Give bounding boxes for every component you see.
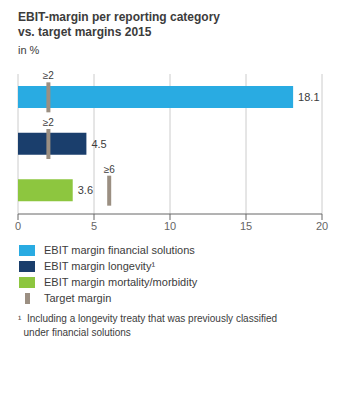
html-text:vs. target margins 2015: vs. target margins 2015: [18, 25, 152, 39]
svg-text:10: 10: [164, 220, 176, 232]
svg-text:5: 5: [91, 220, 97, 232]
svg-text:≥2: ≥2: [43, 70, 54, 81]
svg-text:3.6: 3.6: [78, 184, 93, 196]
svg-text:0: 0: [15, 220, 21, 232]
html-text:EBIT margin mortality/morbidit: EBIT margin mortality/morbidity: [44, 276, 198, 288]
svg-text:15: 15: [240, 220, 252, 232]
html-text:Target margin: Target margin: [44, 292, 112, 304]
html-text:in %: in %: [18, 44, 40, 56]
html-text:¹ Including a longevity treaty: ¹ Including a longevity treaty that was …: [18, 313, 277, 338]
svg-text:4.5: 4.5: [91, 138, 106, 150]
svg-text:≥6: ≥6: [104, 164, 115, 175]
html-text:EBIT margin financial solution: EBIT margin financial solutions: [44, 244, 195, 256]
svg-text:20: 20: [316, 220, 328, 232]
svg-text:≥2: ≥2: [43, 117, 54, 128]
html-text:EBIT-margin per reporting cate: EBIT-margin per reporting category: [18, 10, 220, 24]
html-text:EBIT margin longevity¹: EBIT margin longevity¹: [44, 260, 156, 272]
svg-text:18.1: 18.1: [298, 91, 319, 103]
